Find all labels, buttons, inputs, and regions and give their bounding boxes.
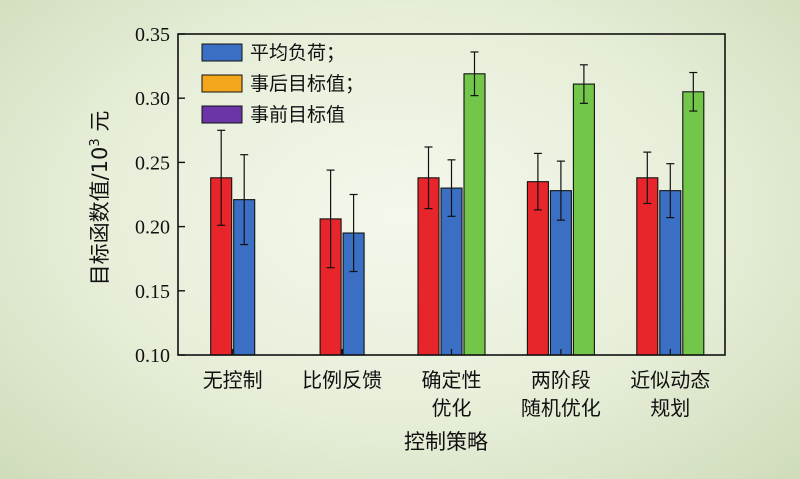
category-label-line: 规划	[650, 396, 690, 420]
category-label: 无控制	[203, 368, 263, 392]
bar	[636, 177, 659, 356]
y-tick-label: 0.10	[135, 345, 170, 367]
axes	[177, 33, 726, 356]
y-axis-title-unit: 元	[88, 111, 112, 139]
legend-label: 事前目标值	[250, 104, 345, 126]
y-tick-label: 0.30	[135, 88, 170, 110]
bar	[572, 83, 595, 356]
x-axis-title: 控制策略	[404, 430, 488, 454]
y-axis-title: 目标函数值/103 元	[88, 111, 112, 286]
category-label-line: 优化	[432, 396, 472, 420]
error-bars	[217, 51, 698, 273]
y-tick-label: 0.35	[135, 24, 170, 46]
y-tick-labels: 0.10 0.15 0.20 0.25 0.30 0.35	[135, 24, 170, 367]
bar	[463, 73, 486, 356]
legend-swatch	[201, 105, 243, 124]
y-axis-title-main: 目标函数值/10	[88, 147, 112, 286]
y-tick-label: 0.15	[135, 281, 170, 303]
legend-swatch	[201, 74, 243, 93]
category-label: 两阶段随机优化	[521, 368, 601, 420]
category-label-line: 确定性	[422, 368, 482, 392]
y-tick-label: 0.20	[135, 217, 170, 239]
category-label: 近似动态规划	[630, 368, 710, 420]
bars	[210, 73, 705, 356]
category-label: 比例反馈	[302, 368, 382, 392]
category-label: 确定性优化	[422, 368, 482, 420]
legend: 平均负荷； 事后目标值； 事前目标值	[201, 42, 364, 126]
y-axis-title-superscript: 3	[88, 138, 103, 146]
category-label-line: 比例反馈	[302, 368, 382, 392]
category-label-line: 无控制	[203, 368, 263, 392]
legend-label: 事后目标值；	[250, 73, 364, 95]
legend-swatch	[201, 43, 243, 62]
bar	[682, 91, 705, 356]
y-tick-label: 0.25	[135, 152, 170, 174]
category-label-line: 两阶段	[531, 368, 591, 392]
legend-label: 平均负荷；	[250, 42, 345, 64]
category-label-line: 近似动态	[630, 368, 710, 392]
category-label-line: 随机优化	[521, 396, 601, 420]
